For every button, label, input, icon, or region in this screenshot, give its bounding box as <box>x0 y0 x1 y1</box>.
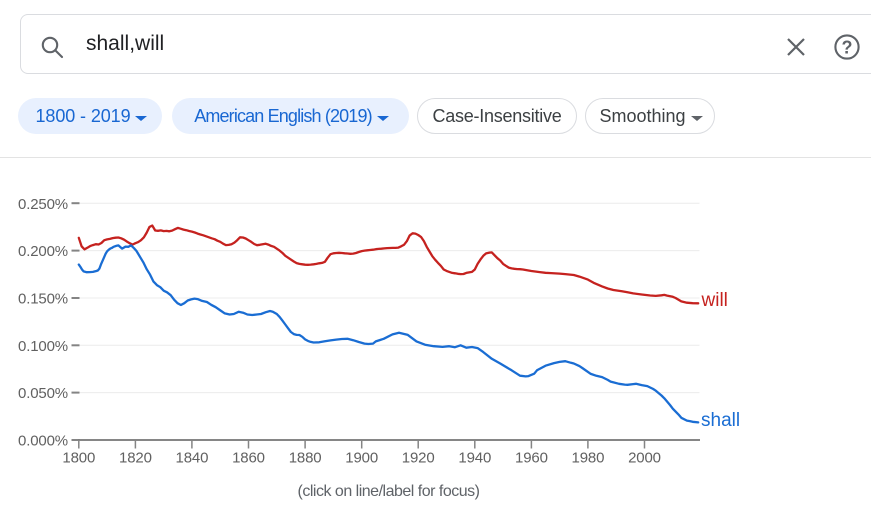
svg-text:0.050%: 0.050% <box>18 385 68 402</box>
svg-text:shall: shall <box>701 410 740 431</box>
svg-text:1880: 1880 <box>289 450 322 467</box>
svg-text:0.200%: 0.200% <box>18 243 68 260</box>
svg-text:1820: 1820 <box>119 450 152 467</box>
svg-text:1860: 1860 <box>232 450 265 467</box>
svg-text:1960: 1960 <box>515 450 548 467</box>
svg-text:1940: 1940 <box>458 450 491 467</box>
svg-text:0.100%: 0.100% <box>18 338 68 355</box>
svg-text:2000: 2000 <box>628 450 661 467</box>
svg-text:will: will <box>701 290 728 311</box>
svg-text:1800: 1800 <box>62 450 95 467</box>
svg-text:?: ? <box>842 38 853 58</box>
svg-text:1920: 1920 <box>402 450 435 467</box>
svg-text:1840: 1840 <box>176 450 209 467</box>
svg-text:1900: 1900 <box>345 450 378 467</box>
svg-text:1980: 1980 <box>572 450 605 467</box>
svg-text:0.250%: 0.250% <box>18 196 68 213</box>
svg-text:0.150%: 0.150% <box>18 291 68 308</box>
svg-text:0.000%: 0.000% <box>18 433 68 450</box>
